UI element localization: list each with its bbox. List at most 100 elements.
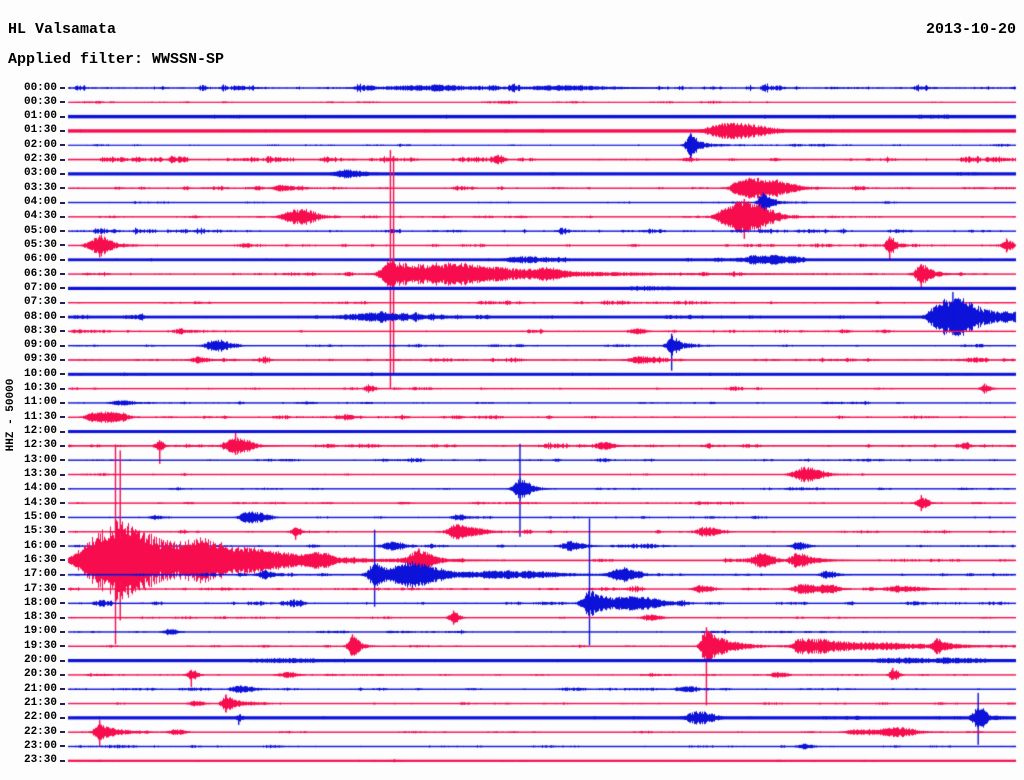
time-label-0930: 09:30 — [23, 353, 57, 366]
time-label-0630: 06:30 — [23, 267, 57, 280]
row-tick — [60, 459, 65, 462]
row-tick — [60, 244, 65, 247]
time-label-0430: 04:30 — [23, 210, 57, 223]
time-label-0830: 08:30 — [23, 324, 57, 337]
row-tick — [60, 129, 65, 132]
time-label-1230: 12:30 — [23, 439, 57, 452]
time-label-0900: 09:00 — [23, 339, 57, 352]
row-tick — [60, 602, 65, 605]
row-tick — [60, 659, 65, 662]
time-label-2030: 20:30 — [23, 668, 57, 681]
time-label-2200: 22:00 — [23, 711, 57, 724]
time-label-1630: 16:30 — [23, 553, 57, 566]
time-label-0130: 01:30 — [23, 124, 57, 137]
row-tick — [60, 144, 65, 147]
time-label-0200: 02:00 — [23, 138, 57, 151]
row-tick — [60, 731, 65, 734]
time-label-1800: 18:00 — [23, 596, 57, 609]
row-tick — [60, 358, 65, 361]
row-tick — [60, 559, 65, 562]
row-tick — [60, 330, 65, 333]
row-tick — [60, 201, 65, 204]
row-tick — [60, 502, 65, 505]
station-title: HL Valsamata — [8, 21, 117, 38]
time-label-1100: 11:00 — [23, 396, 57, 409]
time-label-1400: 14:00 — [23, 482, 57, 495]
time-label-0330: 03:30 — [23, 181, 57, 194]
time-label-0030: 00:30 — [23, 95, 57, 108]
time-label-1700: 17:00 — [23, 568, 57, 581]
time-label-2100: 21:00 — [23, 682, 57, 695]
row-tick — [60, 573, 65, 576]
row-tick — [60, 588, 65, 591]
row-tick — [60, 273, 65, 276]
time-label-2000: 20:00 — [23, 654, 57, 667]
row-tick — [60, 702, 65, 705]
row-tick — [60, 616, 65, 619]
row-tick — [60, 215, 65, 218]
row-tick — [60, 316, 65, 319]
time-label-1530: 15:30 — [23, 525, 57, 538]
row-tick — [60, 416, 65, 419]
time-label-1330: 13:30 — [23, 468, 57, 480]
time-label-1030: 10:30 — [23, 382, 57, 395]
row-tick — [60, 673, 65, 676]
time-label-0100: 01:00 — [23, 110, 57, 123]
row-tick — [60, 301, 65, 304]
time-label-0530: 05:30 — [23, 238, 57, 251]
row-tick — [60, 516, 65, 519]
time-label-1430: 14:30 — [23, 496, 57, 509]
row-tick — [60, 530, 65, 533]
row-tick — [60, 187, 65, 190]
row-tick — [60, 630, 65, 633]
row-tick — [60, 473, 65, 476]
time-label-1130: 11:30 — [23, 410, 57, 423]
row-tick — [60, 115, 65, 118]
row-tick — [60, 387, 65, 390]
row-tick — [60, 287, 65, 290]
time-label-0700: 07:00 — [23, 281, 57, 294]
time-label-0800: 08:00 — [23, 310, 57, 323]
row-tick — [60, 158, 65, 161]
row-tick — [60, 759, 65, 762]
row-tick — [60, 258, 65, 261]
row-tick — [60, 645, 65, 648]
row-tick — [60, 172, 65, 175]
time-label-1500: 15:00 — [23, 510, 57, 523]
date-label: 2013-10-20 — [925, 21, 1016, 38]
row-tick — [60, 545, 65, 548]
time-label-2130: 21:30 — [23, 697, 57, 710]
row-tick — [60, 745, 65, 748]
time-label-1730: 17:30 — [23, 582, 57, 595]
time-label-0300: 03:00 — [23, 167, 57, 180]
time-label-0730: 07:30 — [23, 296, 57, 309]
row-tick — [60, 688, 65, 691]
time-label-0500: 05:00 — [23, 224, 57, 237]
time-label-2230: 22:30 — [23, 725, 57, 738]
row-tick — [60, 230, 65, 233]
time-label-2300: 23:00 — [23, 739, 57, 752]
row-tick — [60, 373, 65, 376]
time-label-1900: 19:00 — [23, 625, 57, 638]
time-label-1930: 19:30 — [23, 639, 57, 652]
row-tick — [60, 401, 65, 404]
time-label-1600: 16:00 — [23, 539, 57, 552]
time-label-1300: 13:00 — [23, 453, 57, 466]
time-label-0230: 02:30 — [23, 153, 57, 166]
row-tick — [60, 487, 65, 490]
applied-filter-label: Applied filter: WWSSN-SP — [8, 51, 225, 68]
time-label-0000: 00:00 — [23, 81, 57, 94]
row-tick — [60, 344, 65, 347]
time-label-0400: 04:00 — [23, 196, 57, 209]
time-label-1000: 10:00 — [23, 367, 57, 380]
time-label-1830: 18:30 — [23, 611, 57, 624]
row-tick — [60, 716, 65, 719]
row-tick — [60, 444, 65, 447]
time-label-2330: 23:30 — [23, 754, 57, 767]
row-tick — [60, 430, 65, 433]
row-tick — [60, 101, 65, 104]
time-label-1200: 12:00 — [23, 425, 57, 438]
time-label-0600: 06:00 — [23, 253, 57, 266]
